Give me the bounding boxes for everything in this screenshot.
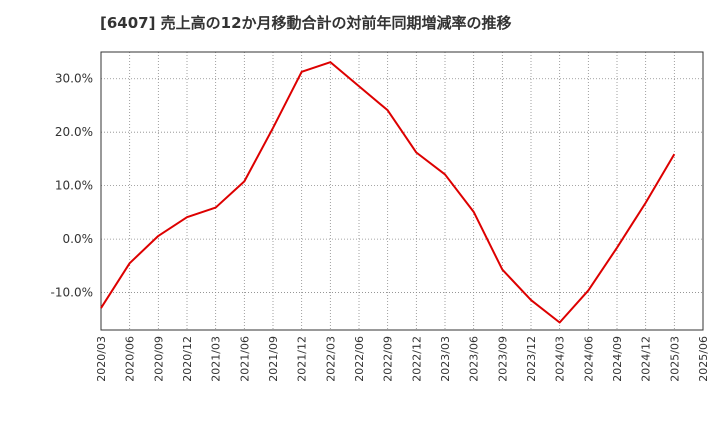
x-tick-label: 2022/06 bbox=[353, 336, 366, 382]
x-tick-label: 2023/09 bbox=[496, 336, 509, 382]
x-tick-label: 2024/12 bbox=[640, 336, 653, 382]
y-tick-label: 30.0% bbox=[55, 72, 93, 86]
x-tick-label: 2020/06 bbox=[124, 336, 137, 382]
x-tick-label: 2025/03 bbox=[668, 336, 681, 382]
x-tick-label: 2022/09 bbox=[382, 336, 395, 382]
x-tick-label: 2022/12 bbox=[410, 336, 423, 382]
x-tick-label: 2021/06 bbox=[238, 336, 251, 382]
x-tick-label: 2020/12 bbox=[181, 336, 194, 382]
x-axis: 2020/03 2020/06 2020/09 2020/12 2021/03 2021/… bbox=[95, 336, 710, 382]
x-tick-label: 2020/09 bbox=[152, 336, 165, 382]
x-tick-label: 2021/12 bbox=[296, 336, 309, 382]
x-tick-label: 2023/06 bbox=[468, 336, 481, 382]
x-tick-label: 2021/09 bbox=[267, 336, 280, 382]
x-tick-label: 2024/03 bbox=[554, 336, 567, 382]
x-tick-label: 2025/06 bbox=[697, 336, 710, 382]
x-tick-label: 2020/03 bbox=[95, 336, 108, 382]
x-tick-label: 2023/03 bbox=[439, 336, 452, 382]
plot-frame bbox=[101, 52, 703, 330]
x-tick-label: 2023/12 bbox=[525, 336, 538, 382]
y-tick-label: 0.0% bbox=[63, 232, 94, 246]
y-tick-label: 10.0% bbox=[55, 179, 93, 193]
x-tick-label: 2024/06 bbox=[582, 336, 595, 382]
y-tick-label: 20.0% bbox=[55, 125, 93, 139]
x-tick-label: 2022/03 bbox=[324, 336, 337, 382]
x-tick-label: 2024/09 bbox=[611, 336, 624, 382]
y-axis: -10.0% 0.0% 10.0% 20.0% 30.0% bbox=[51, 72, 93, 300]
y-tick-label: -10.0% bbox=[51, 286, 93, 300]
line-chart: -10.0% 0.0% 10.0% 20.0% 30.0% 2020/03 2020/06… bbox=[0, 0, 720, 440]
x-tick-label: 2021/03 bbox=[210, 336, 223, 382]
grid bbox=[101, 52, 703, 330]
